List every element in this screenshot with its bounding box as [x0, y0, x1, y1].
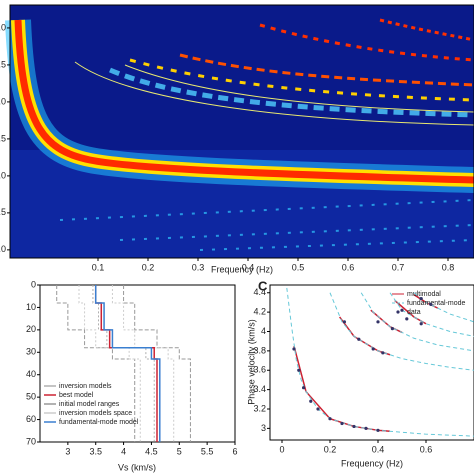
- y-tick-label: 3.8: [253, 345, 266, 355]
- data-point: [376, 320, 380, 324]
- data-point: [371, 347, 375, 351]
- y-tick-label: 3.2: [253, 403, 266, 413]
- x-tick-label: 0.7: [392, 262, 405, 272]
- data-point: [352, 424, 356, 429]
- x-axis-label: Frequency (Hz): [341, 458, 403, 468]
- y-tick-label: .0: [0, 170, 6, 180]
- range-line: [56, 285, 136, 442]
- y-tick-label: 4.4: [253, 287, 266, 297]
- y-tick-label: .0: [0, 244, 6, 254]
- legend-label: best model: [59, 392, 94, 399]
- x-tick-label: 3: [65, 446, 70, 456]
- x-tick-label: 0.1: [92, 262, 105, 272]
- y-tick-label: 4: [261, 326, 266, 336]
- x-axis-label: Vs (km/s): [118, 462, 156, 472]
- data-point: [357, 337, 361, 341]
- data-point: [381, 351, 385, 355]
- data-point: [297, 368, 301, 372]
- x-tick-label: 0.8: [442, 262, 455, 272]
- plot-frame: [269, 284, 474, 441]
- dispersion-curve: [338, 316, 391, 356]
- data-point: [342, 320, 346, 324]
- dispersion-curve: [286, 287, 474, 437]
- data-point: [364, 426, 368, 430]
- x-tick-label: 0.4: [372, 444, 385, 454]
- x-tick-label: 0.2: [324, 444, 337, 454]
- x-tick-label: 0.6: [342, 262, 355, 272]
- y-tick-label: 40: [26, 369, 36, 379]
- range-line: [111, 285, 175, 442]
- y-tick-label: 3.6: [253, 365, 266, 375]
- x-tick-label: 3.5: [89, 446, 102, 456]
- x-tick-label: 0.2: [142, 262, 155, 272]
- legend-label: data: [407, 309, 421, 316]
- data-point: [429, 302, 433, 306]
- data-point: [309, 399, 313, 403]
- heatmap-image: [5, 5, 474, 258]
- panel-label: C: [258, 278, 268, 293]
- x-tick-label: 0.5: [292, 262, 305, 272]
- range-line: [123, 285, 191, 442]
- profile-line: [94, 285, 161, 442]
- y-tick-label: .5: [0, 59, 6, 69]
- legend-label: inversion models: [59, 383, 112, 390]
- y-tick-label: .5: [0, 133, 6, 143]
- dispersion-curve: [360, 292, 474, 352]
- legend-label: fundamental-mode model: [59, 419, 139, 426]
- dispersion-curve: [389, 292, 474, 337]
- legend-label: multimodal: [407, 291, 441, 298]
- data-point: [376, 428, 380, 432]
- plot-frame: [9, 4, 474, 259]
- x-tick-label: 0.3: [192, 262, 205, 272]
- y-tick-label: .0: [0, 96, 6, 106]
- y-tick-label: 50: [26, 392, 36, 402]
- dispersion-curve: [370, 309, 403, 334]
- data-point: [316, 407, 320, 411]
- y-tick-label: .0: [0, 22, 6, 32]
- x-tick-label: 5: [177, 446, 182, 456]
- data-point: [400, 308, 404, 312]
- dispersion-curve: [293, 345, 391, 433]
- y-tick-label: 70: [26, 436, 36, 446]
- y-tick-label: 4.2: [253, 307, 266, 317]
- data-point: [302, 386, 306, 390]
- legend-label: inversion models space: [59, 410, 132, 417]
- y-tick-label: 0: [31, 279, 36, 289]
- data-point: [405, 317, 409, 321]
- legend-label: initial model ranges: [59, 401, 120, 408]
- data-point: [328, 417, 332, 421]
- y-tick-label: 60: [26, 414, 36, 424]
- y-tick-label: 3.4: [253, 384, 266, 394]
- x-axis-label: Frequency (Hz): [211, 264, 273, 274]
- y-axis-label: Phase velocity (km/s): [246, 319, 256, 405]
- data-point: [340, 421, 344, 426]
- x-tick-label: 6: [232, 446, 237, 456]
- x-tick-label: 0.4: [242, 262, 255, 272]
- data-point: [292, 347, 296, 351]
- legend-label: fundamental-mode: [407, 300, 465, 307]
- dispersion-curve: [329, 292, 474, 371]
- range-line: [78, 285, 141, 442]
- x-tick-label: 0: [279, 444, 284, 454]
- plot-frame: [39, 284, 236, 443]
- x-tick-label: 4: [121, 446, 126, 456]
- data-point: [419, 322, 423, 326]
- y-tick-label: 20: [26, 324, 36, 334]
- x-tick-label: 0.6: [420, 444, 433, 454]
- data-point: [390, 326, 394, 331]
- y-tick-label: 3: [261, 423, 266, 433]
- data-point: [419, 296, 423, 301]
- x-tick-label: 4.5: [145, 446, 158, 456]
- y-tick-label: 30: [26, 347, 36, 357]
- y-tick-label: 10: [26, 302, 36, 312]
- y-tick-label: .5: [0, 207, 6, 217]
- legend-swatch: [396, 310, 400, 314]
- x-tick-label: 5.5: [201, 446, 214, 456]
